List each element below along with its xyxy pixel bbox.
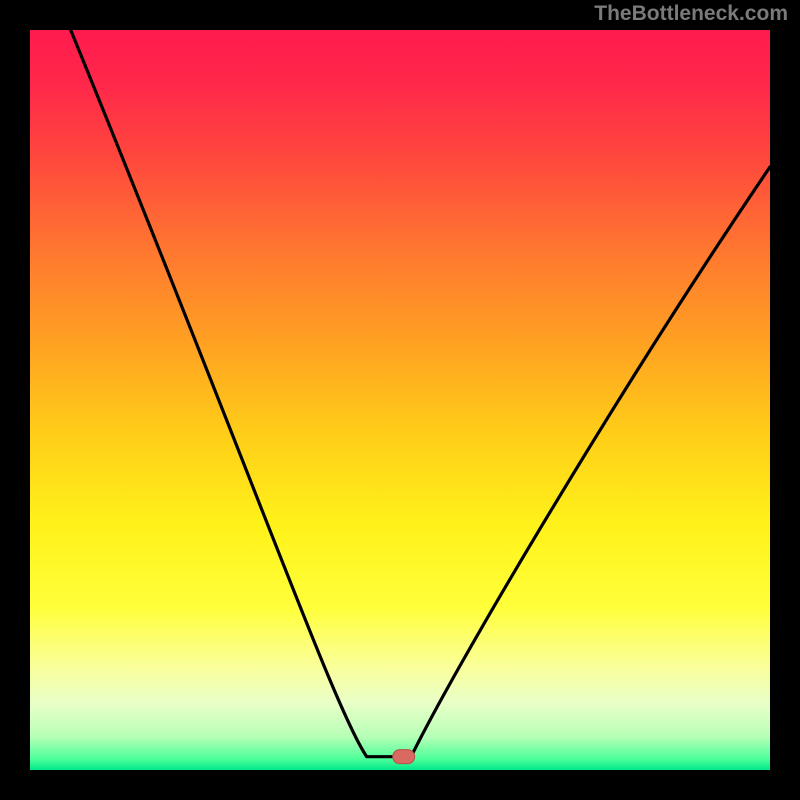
watermark-text: TheBottleneck.com <box>594 2 788 26</box>
plot-background <box>30 30 770 770</box>
chart-outer: TheBottleneck.com <box>0 0 800 800</box>
bottleneck-chart <box>0 0 800 800</box>
notch-marker <box>393 750 415 764</box>
